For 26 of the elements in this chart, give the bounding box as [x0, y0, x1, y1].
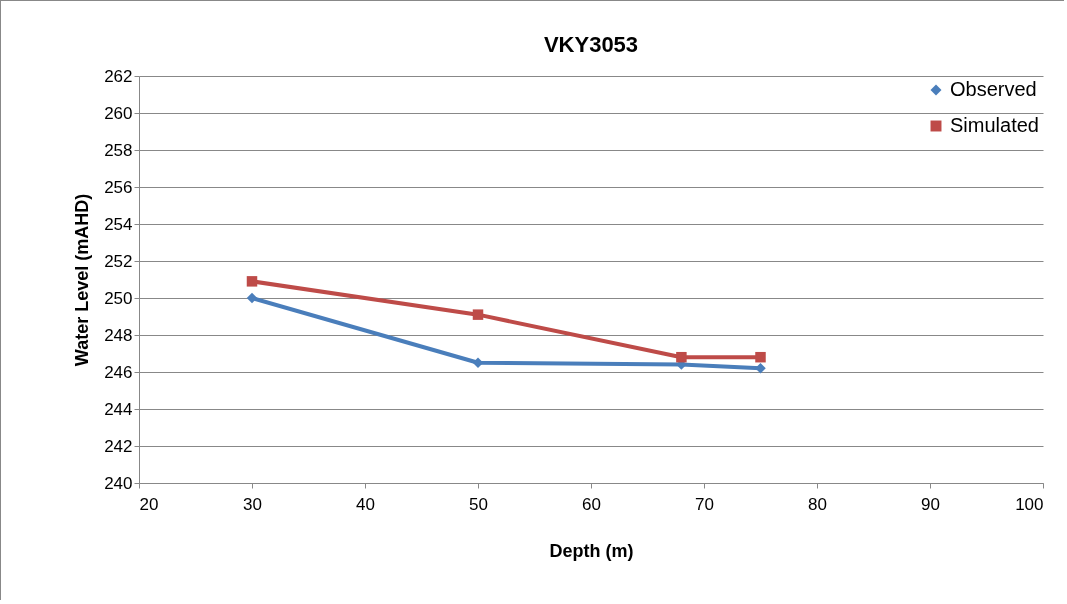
y-tick-label: 256	[104, 177, 133, 197]
y-tick-label: 262	[104, 66, 133, 86]
y-tick-label: 254	[104, 214, 133, 234]
y-tick-label: 244	[104, 399, 133, 419]
legend-label: Simulated	[950, 114, 1039, 136]
y-tick-label: 248	[104, 325, 133, 345]
y-axis-title: Water Level (mAHD)	[72, 193, 93, 367]
y-tick-label: 240	[104, 473, 133, 493]
chart-title: VKY3053	[543, 32, 639, 57]
x-tick-label: 70	[695, 494, 714, 514]
x-tick-label: 100	[1015, 494, 1044, 514]
x-tick-label: 90	[921, 494, 940, 514]
x-tick-label: 50	[469, 494, 488, 514]
y-tick-label: 258	[104, 140, 133, 160]
legend-label: Observed	[950, 78, 1037, 100]
y-tick-label: 260	[104, 103, 133, 123]
x-tick-label: 30	[243, 494, 262, 514]
x-tick-label: 60	[582, 494, 601, 514]
x-tick-label: 20	[139, 494, 159, 514]
x-axis-title: Depth (m)	[549, 540, 634, 561]
x-tick-label: 80	[808, 494, 827, 514]
y-tick-label: 252	[104, 251, 133, 271]
y-tick-label: 246	[104, 362, 133, 382]
y-tick-label: 250	[104, 288, 133, 308]
y-tick-label: 242	[104, 436, 133, 456]
x-tick-label: 40	[356, 494, 375, 514]
